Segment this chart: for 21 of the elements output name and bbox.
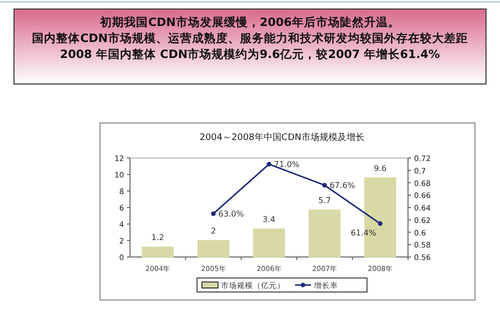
data-label: 67.6% <box>330 181 356 190</box>
point <box>322 182 327 188</box>
data-label: 2 <box>210 226 216 236</box>
data-label: 9.6 <box>374 164 387 173</box>
bar <box>308 210 341 258</box>
annotation: 国内整体CDN市场规模、运营成熟度、服务能力和技术研发均较国外存在较大差距 <box>32 31 468 45</box>
bar <box>253 228 285 258</box>
bar <box>197 240 230 258</box>
data-label: 63.0% <box>218 210 244 219</box>
annotation: 初期我国CDN市场发展缓慢，2006年后市场陡然升温。 <box>100 15 400 29</box>
point <box>378 221 382 226</box>
data-label: 71.0% <box>274 160 300 170</box>
title: 2004～2008年中国CDN市场规模及增长 <box>200 133 364 143</box>
data-label: 3.4 <box>262 214 276 224</box>
point <box>211 211 216 216</box>
data-label: 5.7 <box>318 196 331 205</box>
data-label: 61.4% <box>350 228 377 238</box>
annotation: 2008 年国内整体 CDN市场规模约为9.6亿元，较2007 年增长61.4% <box>60 47 440 61</box>
bar <box>142 246 174 258</box>
point <box>266 162 272 166</box>
data-label: 1.2 <box>151 233 164 242</box>
